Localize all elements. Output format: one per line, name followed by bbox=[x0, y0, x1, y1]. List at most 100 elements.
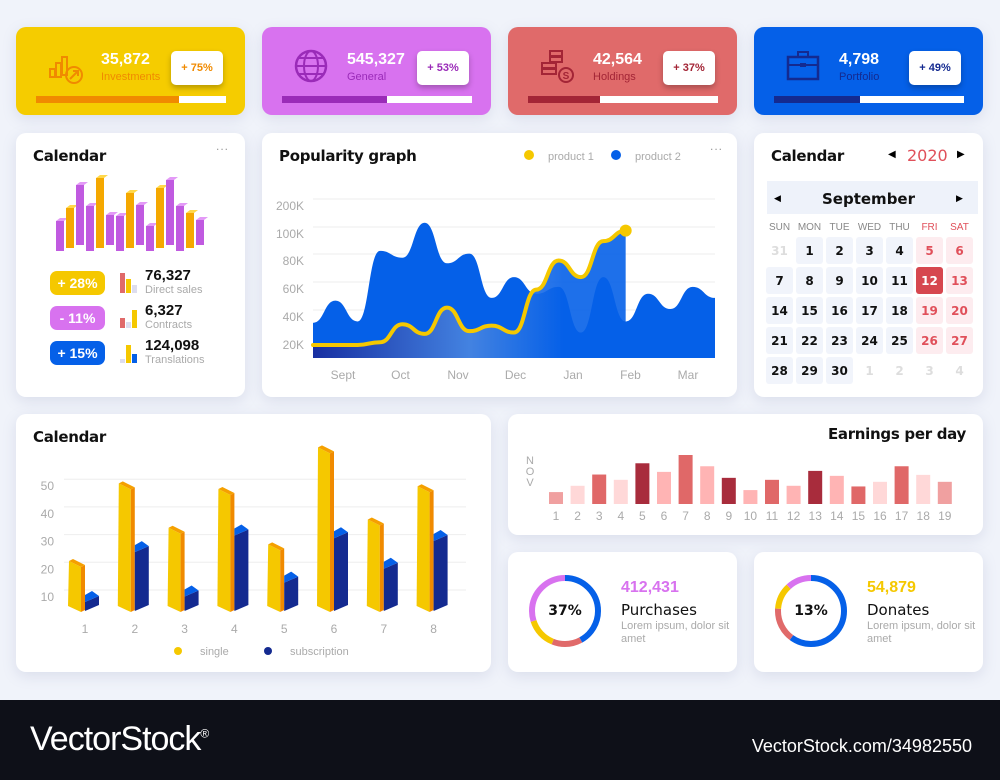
x-tick-label: 3 bbox=[181, 622, 188, 636]
earnings-bar bbox=[657, 471, 671, 504]
calendar-day[interactable]: 7 bbox=[766, 267, 793, 294]
calendar-day[interactable]: 27 bbox=[946, 327, 973, 354]
next-year-button[interactable]: ▶ bbox=[957, 149, 965, 160]
calendar-day[interactable]: 16 bbox=[826, 297, 853, 324]
year-label: 2020 bbox=[907, 146, 948, 165]
x-tick-label: 5 bbox=[281, 622, 288, 636]
more-menu-button[interactable]: ... bbox=[216, 139, 230, 153]
stat-change-badge: + 15% bbox=[50, 341, 105, 365]
earnings-bar bbox=[592, 474, 607, 504]
subscription-bar-top bbox=[85, 591, 99, 602]
calendar-day[interactable]: 1 bbox=[865, 363, 874, 378]
legend-label-subscription: subscription bbox=[290, 646, 349, 658]
donut-name: Purchases bbox=[621, 601, 697, 619]
iso-bar bbox=[166, 180, 174, 245]
iso-bar-top bbox=[146, 223, 158, 226]
iso-bar-top bbox=[76, 182, 88, 185]
calendar-day[interactable]: 10 bbox=[856, 267, 883, 294]
y-tick-label: 50 bbox=[41, 479, 55, 493]
x-tick-label: 6 bbox=[661, 509, 668, 523]
calendar-day[interactable]: 3 bbox=[925, 363, 934, 378]
calendar-day[interactable]: 30 bbox=[826, 357, 853, 384]
single-bar-side bbox=[130, 487, 135, 612]
calendar-day[interactable]: 19 bbox=[916, 297, 943, 324]
calendar-day[interactable]: 21 bbox=[766, 327, 793, 354]
iso-bar bbox=[106, 215, 114, 245]
calendar-day[interactable]: 11 bbox=[886, 267, 913, 294]
kpi-progress-bar bbox=[528, 96, 718, 103]
calendar-day[interactable]: 4 bbox=[886, 237, 913, 264]
calendar-day[interactable]: 31 bbox=[771, 243, 788, 258]
kpi-progress-fill bbox=[282, 96, 387, 103]
earnings-bar bbox=[613, 479, 628, 504]
single-bar-side bbox=[429, 490, 434, 612]
watermark-logo: VectorStock® bbox=[30, 720, 209, 758]
calendar-day[interactable]: 4 bbox=[955, 363, 964, 378]
subscription-bar-top bbox=[334, 527, 348, 539]
calendar-day[interactable]: 18 bbox=[886, 297, 913, 324]
iso-bar-top bbox=[136, 202, 148, 205]
subscription-bar bbox=[284, 576, 299, 611]
subscription-bar bbox=[234, 529, 249, 611]
calendar-day[interactable]: 22 bbox=[796, 327, 823, 354]
donut-description: Lorem ipsum, dolor sit amet bbox=[867, 620, 976, 645]
calendar-day[interactable]: 9 bbox=[826, 267, 853, 294]
stat-value: 76,327 bbox=[145, 267, 191, 284]
single-bar-side bbox=[280, 548, 285, 612]
prev-year-button[interactable]: ◀ bbox=[888, 149, 896, 160]
calendar-day[interactable]: 28 bbox=[766, 357, 793, 384]
iso-bar bbox=[146, 226, 154, 251]
legend-dot bbox=[524, 150, 534, 160]
calendar-day[interactable]: 25 bbox=[886, 327, 913, 354]
single-bar-side bbox=[180, 531, 185, 612]
single-bar bbox=[317, 447, 330, 612]
subscription-bar bbox=[85, 596, 99, 611]
single-bar-side bbox=[330, 451, 334, 612]
single-bar-side bbox=[81, 564, 85, 612]
calendar-day[interactable]: 24 bbox=[856, 327, 883, 354]
calendar-day[interactable]: 8 bbox=[796, 267, 823, 294]
calendar-day[interactable]: 2 bbox=[826, 237, 853, 264]
month-axis-label: O bbox=[526, 466, 535, 478]
kpi-change-badge: + 49% bbox=[909, 51, 961, 85]
kpi-card-holdings: S 42,564 Holdings + 37% bbox=[508, 27, 737, 115]
x-tick-label: 11 bbox=[766, 509, 779, 523]
donut-segment bbox=[529, 575, 601, 647]
stat-label: Direct sales bbox=[145, 284, 203, 296]
globe-icon bbox=[294, 49, 328, 83]
x-tick-label: 8 bbox=[430, 622, 437, 636]
calendar-day[interactable]: 29 bbox=[796, 357, 823, 384]
earnings-bar bbox=[786, 485, 801, 504]
calendar-day[interactable]: 17 bbox=[856, 297, 883, 324]
donut-description: Lorem ipsum, dolor sit amet bbox=[621, 620, 730, 645]
calendar-day[interactable]: 23 bbox=[826, 327, 853, 354]
calendar-day[interactable]: 14 bbox=[766, 297, 793, 324]
calendar-day[interactable]: 26 bbox=[916, 327, 943, 354]
more-menu-button[interactable]: ... bbox=[710, 139, 724, 153]
x-tick-label: 7 bbox=[380, 622, 387, 636]
donut-segment bbox=[775, 575, 847, 647]
donut-percent: 37% bbox=[548, 603, 582, 619]
calendar-day[interactable]: 15 bbox=[796, 297, 823, 324]
kpi-progress-bar bbox=[774, 96, 964, 103]
next-month-button[interactable]: ▶ bbox=[956, 193, 963, 203]
x-tick-label: 1 bbox=[82, 622, 89, 636]
investment-chart-icon bbox=[49, 56, 83, 84]
calendar-day[interactable]: 12 bbox=[916, 267, 943, 294]
calendar-day[interactable]: 13 bbox=[946, 267, 973, 294]
calendar-day[interactable]: 3 bbox=[856, 237, 883, 264]
iso-bar bbox=[56, 221, 64, 251]
x-tick-label: 15 bbox=[852, 509, 866, 523]
earnings-bar bbox=[851, 486, 866, 504]
iso-bar bbox=[66, 208, 74, 248]
calendar-day[interactable]: 6 bbox=[946, 237, 973, 264]
calendar-day[interactable]: 1 bbox=[796, 237, 823, 264]
calendar-day[interactable]: 2 bbox=[895, 363, 904, 378]
calendar-day[interactable]: 20 bbox=[946, 297, 973, 324]
prev-month-button[interactable]: ◀ bbox=[774, 193, 781, 203]
y-tick-label: 80K bbox=[283, 254, 304, 268]
calendar-day[interactable]: 5 bbox=[916, 237, 943, 264]
donut-value: 412,431 bbox=[621, 579, 679, 596]
x-tick-label: 5 bbox=[639, 509, 646, 523]
iso-bar-top bbox=[106, 212, 118, 215]
